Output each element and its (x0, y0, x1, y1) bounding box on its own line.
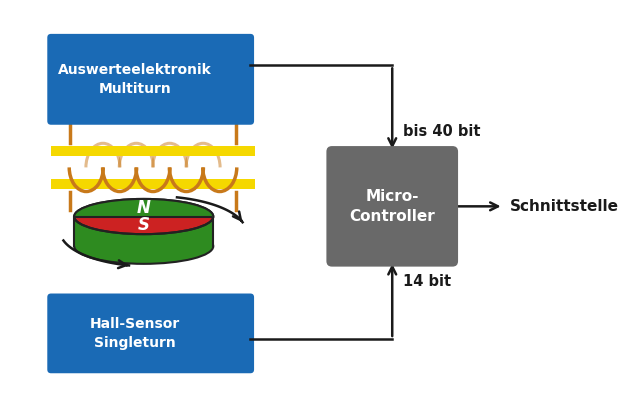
Text: S: S (138, 216, 150, 234)
Text: Schnittstelle: Schnittstelle (510, 199, 619, 214)
FancyBboxPatch shape (326, 146, 458, 267)
Text: bis 40 bit: bis 40 bit (403, 124, 481, 139)
Bar (51, 179, 255, 189)
Text: Micro-
Controller: Micro- Controller (350, 188, 435, 224)
Ellipse shape (74, 199, 214, 234)
Text: 14 bit: 14 bit (403, 274, 452, 289)
Ellipse shape (74, 228, 214, 264)
FancyBboxPatch shape (47, 293, 254, 373)
FancyBboxPatch shape (47, 34, 254, 125)
Bar (74, 217, 214, 246)
Text: Hall-Sensor
Singleturn: Hall-Sensor Singleturn (89, 317, 180, 350)
Bar (51, 146, 255, 156)
Text: Auswerteelektronik
Multiturn: Auswerteelektronik Multiturn (58, 63, 212, 96)
Text: N: N (137, 199, 151, 217)
Ellipse shape (74, 199, 214, 234)
